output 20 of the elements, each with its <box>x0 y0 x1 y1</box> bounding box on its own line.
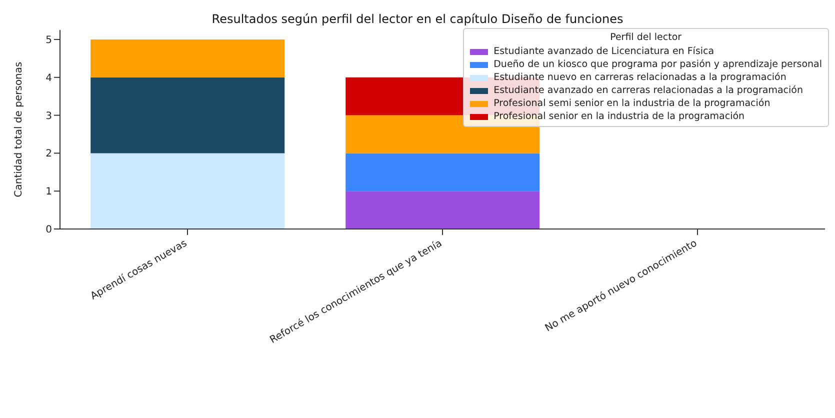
y-axis-title: Cantidad total de personas <box>14 62 25 198</box>
y-tick-label: 4 <box>46 72 52 84</box>
bar <box>90 153 285 229</box>
bar <box>346 191 540 229</box>
bar <box>346 153 540 192</box>
legend-label: Dueño de un kiosco que programa por pasión y aprendizaje personal <box>494 59 822 70</box>
bar <box>90 77 285 154</box>
legend-label: Estudiante avanzado en carreras relacionadas a la programación <box>494 85 804 96</box>
y-tick-label: 2 <box>46 148 52 160</box>
y-tick-label: 3 <box>46 110 52 122</box>
legend-label: Estudiante nuevo en carreras relacionadas a la programación <box>494 72 786 83</box>
legend-label: Estudiante avanzado de Licenciatura en Física <box>494 46 714 57</box>
legend-label: Profesional senior en la industria de la programación <box>494 111 745 122</box>
chart-title: Resultados según perfil del lector en el capítulo Diseño de funciones <box>210 12 624 26</box>
y-tick-label: 5 <box>46 35 52 46</box>
legend-label: Profesional semi senior en la industria de la programación <box>494 98 770 109</box>
y-tick-label: 1 <box>46 186 52 198</box>
legend-title: Perfil del lector <box>609 32 683 43</box>
y-tick-label: 0 <box>46 224 52 236</box>
bar <box>90 39 285 78</box>
